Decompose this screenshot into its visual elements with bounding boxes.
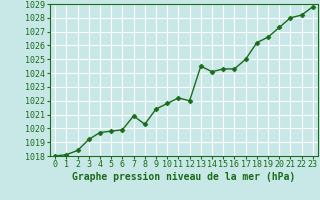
X-axis label: Graphe pression niveau de la mer (hPa): Graphe pression niveau de la mer (hPa) [72, 172, 296, 182]
